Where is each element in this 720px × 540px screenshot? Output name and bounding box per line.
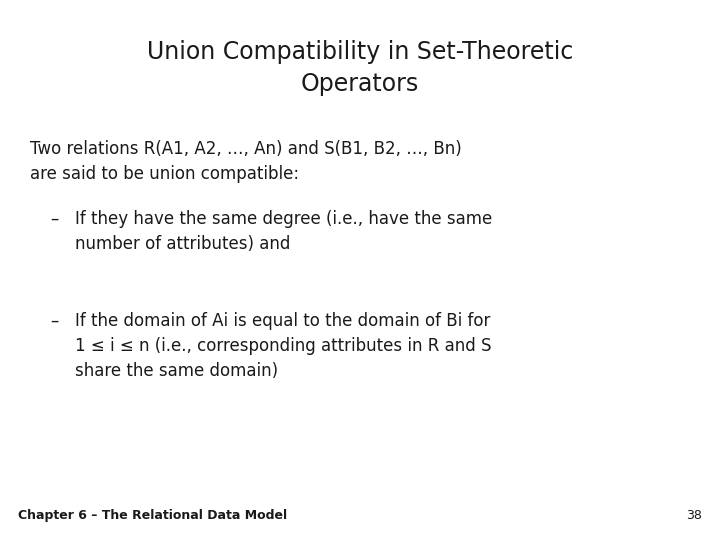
Text: If they have the same degree (i.e., have the same
number of attributes) and: If they have the same degree (i.e., have… <box>75 210 492 253</box>
Text: Union Compatibility in Set-Theoretic
Operators: Union Compatibility in Set-Theoretic Ope… <box>147 40 573 96</box>
Text: 38: 38 <box>686 509 702 522</box>
Text: Two relations R(A1, A2, …, An) and S(B1, B2, …, Bn)
are said to be union compati: Two relations R(A1, A2, …, An) and S(B1,… <box>30 140 462 183</box>
Text: Chapter 6 – The Relational Data Model: Chapter 6 – The Relational Data Model <box>18 509 287 522</box>
Text: –: – <box>50 312 58 330</box>
Text: If the domain of Ai is equal to the domain of Bi for
1 ≤ i ≤ n (i.e., correspond: If the domain of Ai is equal to the doma… <box>75 312 492 380</box>
Text: –: – <box>50 210 58 228</box>
